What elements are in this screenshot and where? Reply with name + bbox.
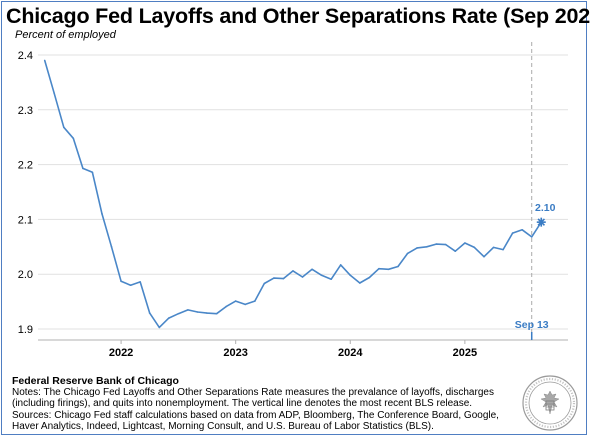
data-point (120, 280, 122, 283)
data-point (110, 246, 113, 248)
data-point (416, 247, 418, 249)
data-point (72, 137, 75, 140)
gridlines (38, 54, 568, 330)
series-line (43, 60, 542, 329)
data-point (82, 167, 84, 170)
y-tick-label: 2.3 (18, 105, 33, 117)
data-point (254, 300, 256, 302)
data-point (397, 265, 399, 268)
data-point (148, 312, 151, 314)
data-point (91, 171, 94, 174)
data-point (330, 278, 333, 281)
source-name: Federal Reserve Bank of Chicago (12, 375, 179, 387)
y-tick-label: 2.2 (18, 160, 33, 172)
data-point (282, 277, 285, 280)
data-point (244, 303, 246, 306)
data-point (101, 213, 103, 215)
data-point (53, 92, 55, 95)
x-axis-ticks: 2022 2023 2024 2025 (109, 340, 477, 359)
x-tick-label: 2022 (109, 347, 133, 359)
data-point (177, 312, 180, 315)
chart-title: Chicago Fed Layoffs and Other Separation… (6, 4, 590, 28)
data-point (215, 312, 218, 315)
data-point (273, 277, 275, 279)
data-point (129, 284, 132, 287)
data-point (292, 270, 294, 272)
data-point (483, 255, 485, 258)
data-point (225, 305, 227, 308)
data-point (339, 264, 342, 266)
data-point (530, 236, 533, 238)
data-point (139, 281, 141, 283)
data-point (521, 229, 523, 231)
data-point (349, 274, 352, 277)
latest-value-label: 2.10 (535, 202, 556, 214)
data-point (63, 126, 65, 129)
x-tick-label: 2025 (453, 347, 477, 359)
bls-release-label: Sep 13 (515, 319, 549, 331)
y-tick-label: 1.9 (18, 324, 33, 336)
data-point (406, 252, 409, 255)
federal-reserve-seal-icon (522, 375, 578, 431)
x-tick-label: 2024 (338, 347, 363, 359)
series-points (43, 59, 543, 329)
data-point (234, 300, 237, 302)
data-point (473, 246, 476, 249)
data-point (206, 312, 208, 314)
y-axis-ticks: 1.9 2.0 2.1 2.2 2.3 2.4 (18, 50, 33, 336)
data-point (168, 317, 170, 319)
data-point (502, 248, 504, 251)
asterisk-stroke (537, 218, 546, 226)
footer-notes: Notes: The Chicago Fed Layoffs and Other… (12, 387, 494, 410)
data-point (320, 274, 323, 277)
data-point (425, 246, 428, 248)
data-point (43, 59, 46, 62)
data-point (378, 267, 380, 270)
y-axis-unit-label: Percent of employed (15, 29, 116, 41)
y-tick-label: 2.0 (18, 269, 33, 281)
y-tick-label: 2.1 (18, 214, 33, 226)
data-point (492, 246, 495, 249)
footer-sources: Sources: Chicago Fed staff calculations … (12, 409, 499, 432)
data-point (263, 282, 266, 285)
data-point (445, 243, 447, 246)
data-point (311, 268, 313, 271)
data-point (387, 268, 390, 271)
data-point (187, 309, 189, 311)
data-point (158, 326, 161, 329)
data-point (368, 276, 371, 279)
x-tick-label: 2023 (223, 347, 247, 359)
data-point (196, 311, 199, 313)
chart-footer: Federal Reserve Bank of Chicago Notes: T… (12, 375, 512, 432)
data-point (301, 276, 304, 278)
data-point (511, 232, 514, 234)
data-point (359, 282, 361, 284)
data-point (454, 250, 457, 252)
data-point (435, 243, 438, 245)
y-tick-label: 2.4 (18, 50, 33, 62)
asterisk-icon (536, 217, 546, 227)
data-point (464, 242, 466, 244)
